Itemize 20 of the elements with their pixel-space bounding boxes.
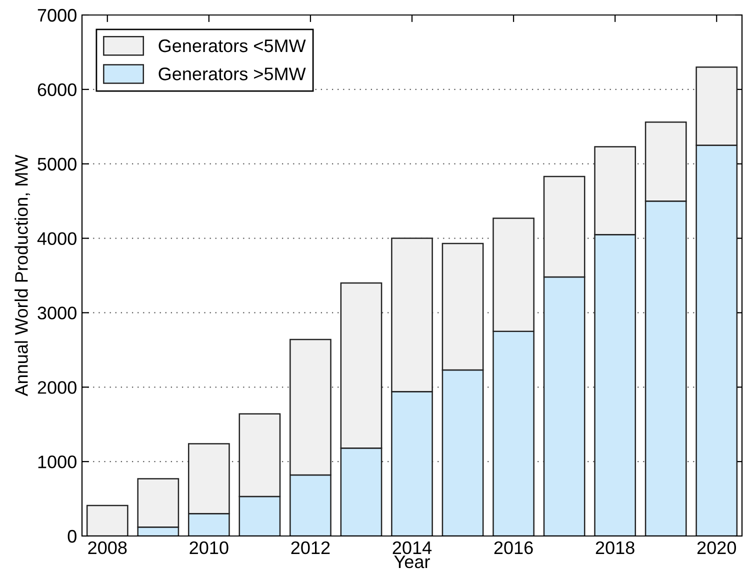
legend-label: Generators <5MW [158,39,306,52]
x-tick-label: 2020 [697,541,736,554]
x-tick-label: 2018 [596,541,634,554]
x-tick-label: 2014 [392,541,432,554]
y-tick-label: 1000 [38,456,76,468]
bar [86,504,128,536]
y-tick-label: 4000 [37,232,76,246]
legend-label: Generators >5MW [158,68,306,80]
y-tick-label: 7000 [38,8,76,22]
y-tick-label: 3000 [38,306,76,320]
y-axis-title: Annual World Production, MW [14,154,30,396]
y-tick-label: 0 [68,530,76,543]
x-tick-label: 2010 [190,541,228,554]
x-tick-label: 2008 [88,541,127,554]
x-tick-label: 2016 [494,541,533,554]
y-tick-label: 6000 [38,83,76,96]
y-tick-label: 2000 [38,381,76,394]
y-tick-label: 5000 [38,158,76,171]
x-axis-title: Year [394,556,430,568]
x-tick-label: 2012 [291,541,330,554]
